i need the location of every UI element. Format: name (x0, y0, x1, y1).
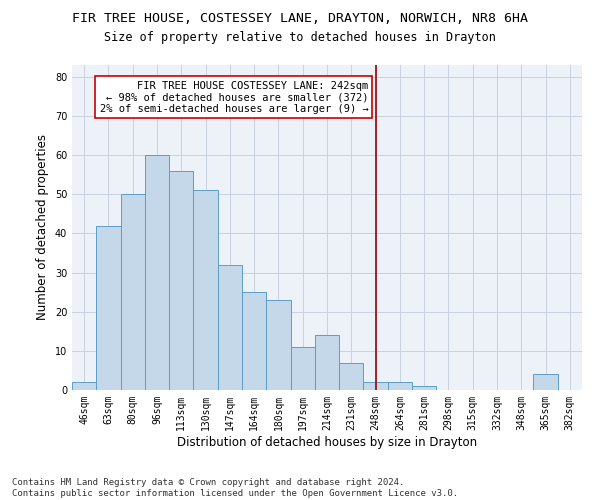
Bar (388, 382, 412, 390)
Text: Contains HM Land Registry data © Crown copyright and database right 2024.
Contai: Contains HM Land Registry data © Crown c… (12, 478, 458, 498)
Text: Size of property relative to detached houses in Drayton: Size of property relative to detached ho… (104, 31, 496, 44)
Bar (412, 386, 436, 390)
Bar (145, 155, 169, 390)
Bar (364, 382, 388, 390)
Text: FIR TREE HOUSE, COSTESSEY LANE, DRAYTON, NORWICH, NR8 6HA: FIR TREE HOUSE, COSTESSEY LANE, DRAYTON,… (72, 12, 528, 26)
Bar (72, 382, 96, 390)
Bar (533, 374, 558, 390)
Bar (193, 190, 218, 390)
Bar (169, 170, 193, 390)
Bar (339, 362, 364, 390)
Bar (96, 226, 121, 390)
Bar (266, 300, 290, 390)
X-axis label: Distribution of detached houses by size in Drayton: Distribution of detached houses by size … (177, 436, 477, 448)
Bar (121, 194, 145, 390)
Text: FIR TREE HOUSE COSTESSEY LANE: 242sqm
← 98% of detached houses are smaller (372): FIR TREE HOUSE COSTESSEY LANE: 242sqm ← … (100, 80, 368, 114)
Y-axis label: Number of detached properties: Number of detached properties (36, 134, 49, 320)
Bar (290, 347, 315, 390)
Bar (315, 335, 339, 390)
Bar (242, 292, 266, 390)
Bar (218, 264, 242, 390)
